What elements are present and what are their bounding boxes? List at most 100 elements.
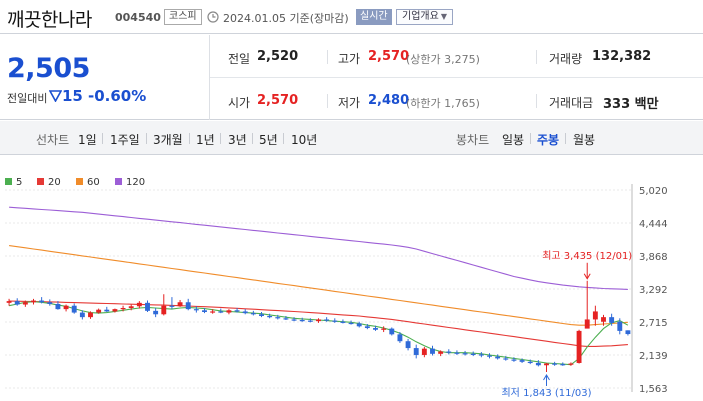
moving-average-ma60 xyxy=(9,245,628,326)
candle-body xyxy=(31,300,36,303)
candle xyxy=(535,360,541,367)
amount-label: 거래대금 xyxy=(549,96,594,110)
candle-body xyxy=(438,351,444,354)
candle-body xyxy=(39,300,45,303)
candle xyxy=(71,303,77,314)
candle-body xyxy=(430,348,435,354)
candle-body xyxy=(169,305,175,307)
y-axis-ticks: 5,020 4,444 3,868 3,292 2,715 2,139 1,563 xyxy=(639,186,668,395)
candle xyxy=(242,309,248,315)
period-1w[interactable]: 1주일 xyxy=(110,133,140,147)
candle-body xyxy=(307,320,313,322)
moving-average-ma20 xyxy=(9,300,628,347)
period-1d[interactable]: 1일 xyxy=(78,133,97,147)
company-overview-button[interactable]: 기업개요 ▼ xyxy=(396,9,453,25)
candle-body xyxy=(592,311,598,320)
legend-swatch-60 xyxy=(76,178,83,185)
legend-label-5: 5 xyxy=(16,177,22,188)
candle xyxy=(324,317,330,322)
period-3m[interactable]: 3개월 xyxy=(153,133,183,147)
candle xyxy=(592,305,598,326)
candle xyxy=(462,350,468,356)
legend-label-20: 20 xyxy=(48,177,61,188)
candle-body xyxy=(413,348,419,355)
realtime-button[interactable]: 실시간 xyxy=(356,9,392,25)
candle-body xyxy=(552,363,558,365)
candle-body xyxy=(576,330,582,363)
candle xyxy=(63,304,69,312)
candle xyxy=(454,350,460,355)
candle-body xyxy=(446,351,452,353)
candle-body xyxy=(218,311,224,313)
candle xyxy=(519,358,525,363)
upper-limit: (상한가 3,275) xyxy=(406,53,480,66)
legend-swatch-20 xyxy=(37,178,44,185)
candle xyxy=(169,297,175,310)
candle xyxy=(202,307,207,314)
period-3y[interactable]: 3년 xyxy=(228,133,247,147)
market-badge: 코스피 xyxy=(164,9,202,25)
stock-name: 깨끗한나라 xyxy=(7,9,92,31)
candle xyxy=(177,299,183,307)
high-value: 2,570 xyxy=(368,49,410,64)
candle-weekly[interactable]: 주봉 xyxy=(537,133,560,147)
candle-daily[interactable]: 일봉 xyxy=(502,133,525,147)
candle xyxy=(47,299,53,306)
cell-separator xyxy=(536,50,537,64)
candle-body xyxy=(495,356,501,359)
line-chart-label: 선차트 xyxy=(36,133,70,147)
candle-body xyxy=(153,310,159,315)
candle-body xyxy=(340,321,346,323)
candle-body xyxy=(373,328,378,330)
candle-body xyxy=(242,311,248,314)
moving-average-lines xyxy=(8,206,629,366)
candle xyxy=(104,306,110,312)
candle-body xyxy=(470,353,476,356)
candle xyxy=(552,361,558,366)
candle-body xyxy=(356,323,362,327)
candle xyxy=(495,354,501,360)
period-1y[interactable]: 1년 xyxy=(196,133,215,147)
price-summary: 2,505 전일대비 15 -0.60% 전일 2,520 고가 2,570 (… xyxy=(0,35,703,120)
candle xyxy=(153,307,159,318)
amount-value: 333 백만 xyxy=(603,97,659,112)
candles xyxy=(6,280,631,372)
candle-body xyxy=(519,360,525,362)
legend-label-120: 120 xyxy=(126,177,145,188)
candle xyxy=(283,316,289,321)
candle-body xyxy=(234,310,240,312)
candle xyxy=(193,306,199,313)
candle-body xyxy=(584,319,590,329)
y-tick-label: 4,444 xyxy=(639,219,668,230)
candle-body xyxy=(275,317,281,319)
candle-body xyxy=(193,309,199,311)
candle-body xyxy=(609,317,615,323)
candle-body xyxy=(283,318,289,320)
candle-body xyxy=(96,309,102,313)
candle xyxy=(527,359,533,365)
period-separator xyxy=(102,133,103,144)
candle xyxy=(316,318,321,323)
candle-body xyxy=(617,321,623,331)
candle xyxy=(39,297,45,304)
candle xyxy=(544,362,549,372)
candle xyxy=(568,362,574,366)
candle-body xyxy=(259,314,264,317)
candle xyxy=(136,301,142,309)
stock-header: 깨끗한나라 004540 코스피 2024.01.05 기준(장마감) 실시간 … xyxy=(0,0,703,34)
candle xyxy=(356,321,362,328)
candle xyxy=(503,356,509,361)
candle-monthly[interactable]: 월봉 xyxy=(573,133,596,147)
candle xyxy=(511,357,517,362)
candle xyxy=(438,350,444,357)
candle xyxy=(120,305,126,312)
period-10y[interactable]: 10년 xyxy=(291,133,318,147)
candle xyxy=(128,304,134,311)
y-tick-label: 1,563 xyxy=(639,384,668,395)
candle xyxy=(31,298,36,305)
candle-body xyxy=(421,348,427,355)
period-5y[interactable]: 5년 xyxy=(259,133,278,147)
candle-body xyxy=(47,302,53,304)
period-separator xyxy=(189,133,190,144)
candle-body xyxy=(454,352,460,354)
